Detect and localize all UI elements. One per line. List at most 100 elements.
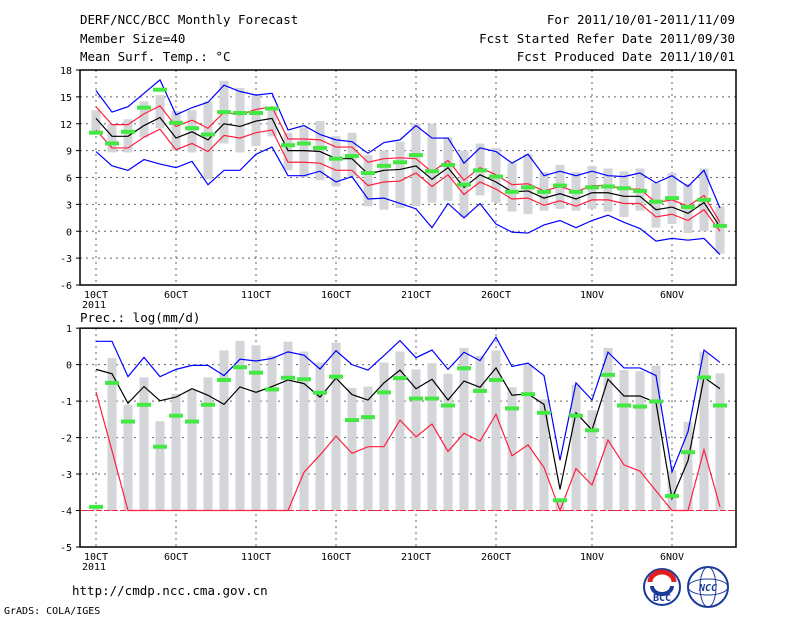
spread-box [427, 363, 437, 511]
spread-box [123, 404, 133, 511]
y-tick-label: -5 [60, 543, 72, 554]
observed-mark [409, 396, 423, 401]
observed-mark [89, 130, 103, 135]
spread-box [443, 373, 453, 511]
observed-mark [233, 365, 247, 370]
spread-box [171, 111, 181, 151]
spread-box [363, 155, 373, 207]
observed-mark [633, 188, 647, 193]
observed-mark [569, 413, 583, 418]
observed-mark [105, 380, 119, 385]
spread-box [491, 350, 501, 511]
observed-mark [473, 168, 487, 173]
spread-box [267, 355, 277, 511]
observed-mark [217, 377, 231, 382]
x-tick-label: 6NOV [660, 552, 684, 563]
y-tick-label: 18 [60, 66, 72, 77]
y-tick-label: -3 [60, 470, 72, 481]
observed-mark [553, 183, 567, 188]
spread-box [187, 390, 197, 511]
observed-mark [345, 154, 359, 158]
x-tick-label: 1NOV [580, 552, 604, 563]
spread-box [507, 387, 517, 511]
observed-mark [345, 418, 359, 423]
observed-mark [377, 163, 391, 168]
y-tick-label: 9 [66, 147, 72, 158]
observed-mark [585, 185, 599, 190]
spread-box [715, 373, 725, 511]
observed-mark [233, 111, 247, 115]
spread-box [555, 499, 565, 511]
observed-mark [617, 403, 631, 408]
ncc-logo: NCC [687, 566, 729, 608]
temperature-panel: 18 15 12 9 6 3 0 -3 -6 10CT 6OCT 11OCT 16OCT 21OCT 26O… [60, 66, 737, 311]
spread-box [523, 363, 533, 511]
spread-box [571, 384, 581, 511]
x-tick-label: 10CT [84, 552, 108, 563]
observed-mark [201, 402, 215, 407]
source-url[interactable]: http://cmdp.ncc.cma.gov.cn [72, 583, 268, 598]
mean-line [95, 116, 721, 228]
spread-box [683, 421, 693, 511]
observed-mark [153, 87, 167, 92]
lower-line [95, 128, 721, 232]
x-year-label: 2011 [82, 300, 106, 311]
observed-mark [377, 390, 391, 395]
observed-mark [313, 390, 327, 395]
spread-box [331, 342, 341, 511]
x-year-label: 2011 [82, 562, 106, 573]
spread-box [155, 421, 165, 511]
observed-mark [281, 375, 295, 380]
spread-box [427, 123, 437, 203]
spread-box [283, 341, 293, 511]
spread-box [603, 168, 613, 212]
plot-frame [79, 327, 737, 548]
spread-box [635, 371, 645, 511]
x-tick-label: 16OCT [321, 290, 351, 301]
y-tick-label: 1 [66, 324, 72, 335]
observed-mark [521, 185, 535, 190]
observed-mark [329, 374, 343, 379]
mean-line [95, 366, 721, 501]
spread-box [203, 377, 213, 511]
spread-box [459, 347, 469, 511]
observed-mark [473, 388, 487, 393]
observed-mark [153, 444, 167, 449]
observed-mark [457, 366, 471, 371]
variable-label: Mean Surf. Temp.: °C [80, 49, 231, 64]
y-tick-label: 12 [60, 120, 72, 131]
y-tick-label: -1 [60, 397, 72, 408]
y-tick-label: 0 [66, 361, 72, 372]
observed-mark [569, 189, 583, 194]
spread-box [587, 410, 597, 511]
observed-mark [361, 171, 375, 176]
spread-box [91, 110, 101, 133]
observed-mark [665, 493, 679, 498]
observed-mark [505, 189, 519, 194]
y-tick-label: -2 [60, 434, 72, 445]
observed-mark [137, 402, 151, 407]
y-tick-label: 15 [60, 93, 72, 104]
observed-mark [441, 162, 455, 167]
observed-mark [121, 129, 135, 134]
spread-box [619, 171, 629, 217]
y-tick-label: 0 [66, 227, 72, 238]
spread-box [699, 352, 709, 511]
y-tick-label: -6 [60, 281, 72, 292]
observed-mark [169, 413, 183, 418]
y-tick-label: 3 [66, 200, 72, 211]
observed-mark [457, 182, 471, 187]
spread-box [299, 127, 309, 178]
spread-box [107, 123, 117, 153]
spread-box [283, 132, 293, 171]
observed-mark [425, 169, 439, 174]
observed-mark [105, 141, 119, 146]
observed-mark [553, 498, 567, 503]
bcc-logo: BCC [643, 568, 681, 606]
observed-mark [617, 186, 631, 191]
spread-box [235, 340, 245, 511]
min-line [95, 146, 721, 255]
observed-mark [265, 106, 279, 111]
max-line [96, 336, 721, 475]
